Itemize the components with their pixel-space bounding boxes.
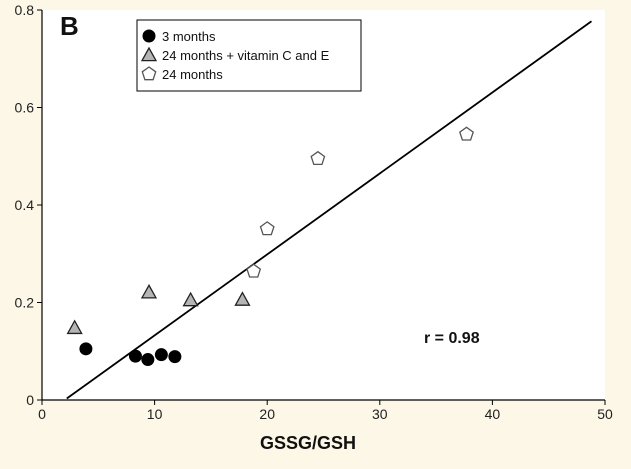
legend-marker-2 <box>141 66 157 81</box>
legend-label-2: 24 months <box>162 67 223 82</box>
x-tick-label: 20 <box>259 406 275 422</box>
data-point-series-1 <box>140 283 158 299</box>
regression-line <box>66 20 593 400</box>
x-tick-label: 50 <box>597 406 613 422</box>
data-point-series-2 <box>246 263 262 278</box>
data-point-series-0 <box>79 342 93 356</box>
y-tick-label: 0.4 <box>15 197 35 213</box>
data-point-series-2 <box>259 221 275 236</box>
data-point-series-2 <box>459 126 474 141</box>
data-point-series-1 <box>182 291 199 307</box>
correlation-annotation: r = 0.98 <box>424 330 480 347</box>
legend: 3 months 24 months + vitamin C and E 24 mo… <box>136 19 362 92</box>
data-point-series-0 <box>168 350 182 364</box>
legend-label-1: 24 months + vitamin C and E <box>162 48 330 63</box>
y-tick-label: 0 <box>26 392 34 408</box>
data-point-series-1 <box>234 291 251 306</box>
data-points <box>66 126 474 367</box>
legend-label-0: 3 months <box>162 29 216 44</box>
y-tick-label: 0.6 <box>15 100 35 116</box>
y-tick-label: 0.8 <box>15 2 35 18</box>
x-tick-label: 30 <box>372 406 388 422</box>
data-point-series-0 <box>128 349 142 363</box>
legend-marker-1 <box>140 46 158 62</box>
axes: 0 10 20 30 40 50 0 0.2 0.4 0.6 0.8 <box>15 2 613 422</box>
data-point-series-0 <box>141 353 155 367</box>
panel-label: B <box>60 11 79 41</box>
x-tick-label: 0 <box>38 406 46 422</box>
data-point-series-0 <box>154 348 168 362</box>
fit-line-group <box>66 20 593 400</box>
x-tick-label: 40 <box>485 406 501 422</box>
data-point-series-2 <box>310 150 326 166</box>
data-point-series-1 <box>66 319 83 335</box>
legend-marker-0 <box>142 29 156 43</box>
y-tick-label: 0.2 <box>15 295 35 311</box>
x-tick-label: 10 <box>147 406 163 422</box>
x-axis-title: GSSG/GSH <box>260 433 356 453</box>
legend-box <box>136 19 362 92</box>
